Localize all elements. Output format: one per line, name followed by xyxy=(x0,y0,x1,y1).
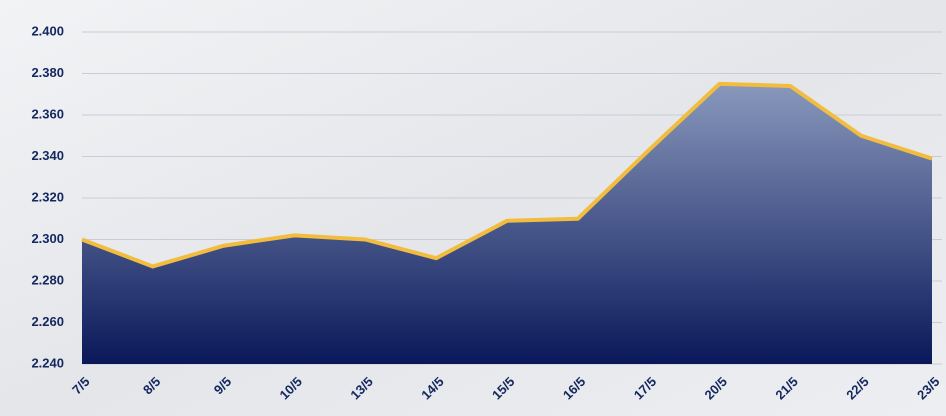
y-tick-label: 2.260 xyxy=(31,314,64,329)
area xyxy=(82,83,932,364)
plot-area: 2.240 2.260 2.280 2.300 2.320 2.340 2.360 2.380… xyxy=(31,23,942,402)
line xyxy=(81,81,933,269)
y-tick-label: 2.360 xyxy=(31,106,64,121)
y-tick-label: 2.280 xyxy=(31,272,64,287)
y-tick-label: 2.400 xyxy=(31,23,64,38)
y-tick-label: 2.300 xyxy=(31,231,64,246)
y-tick-label: 2.320 xyxy=(31,189,64,204)
y-tick-label: 2.240 xyxy=(31,355,64,370)
y-tick-label: 2.340 xyxy=(31,148,64,163)
y-tick-label: 2.380 xyxy=(31,65,64,80)
